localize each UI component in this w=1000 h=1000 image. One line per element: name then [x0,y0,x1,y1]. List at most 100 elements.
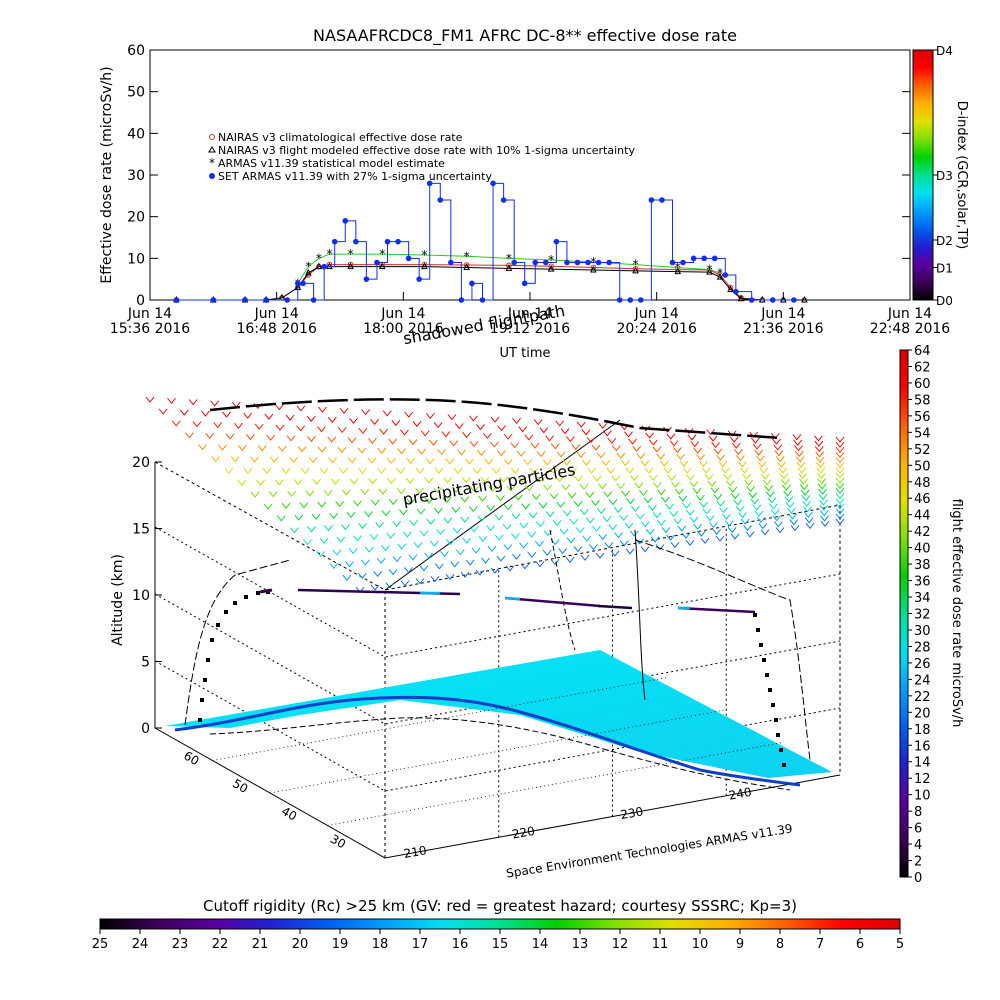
flight-segment [259,588,273,594]
latitude-tick-label: 50 [230,776,250,796]
data-point [722,272,729,278]
data-point [505,264,513,271]
particle-chevrons [276,487,845,522]
dose-x-tick-label-date: Jun 14 [127,306,172,322]
climb-point [200,698,204,702]
data-point [674,267,682,275]
dose-y-tick-label: 20 [127,210,145,226]
descent-point [753,613,757,617]
climb-point [224,610,228,614]
cutoff-tick-label: 20 [292,937,309,952]
cutoff-tick-label: 21 [252,937,269,952]
climb-point [203,678,207,682]
cutoff-rigidity-title: Cutoff rigidity (Rc) >25 km (GV: red = g… [203,897,797,915]
dose-y-tick-label: 60 [127,43,145,59]
legend-marker [208,146,216,153]
dose-colorbar-tick-label: 50 [914,459,931,474]
dose-colorbar-tick-label: 46 [914,492,931,507]
cutoff-rigidity-ticks: 25 24 23 22 21 20 19 18 17 16 15 14 13 12 11 10 9 8 7 6 5 [92,929,904,952]
data-point [479,297,486,303]
d-index-colorbar: D0 D1 D2 D3 D4 D-index (GCR,solar,TP) [912,44,969,308]
descent-point [765,673,769,677]
data-point [733,288,739,295]
data-point [416,276,422,282]
cutoff-tick-label: 16 [452,937,469,952]
dose-colorbar-tick-label: 8 [914,805,922,820]
descent-point [756,628,760,632]
dose-x-tick-label-date: Jun 14 [254,306,299,322]
sheet-flight-trace [209,398,781,440]
cutoff-rigidity-gradient [99,918,901,930]
longitude-tick-label: 210 [403,843,428,861]
particle-chevrons [289,493,845,534]
dose-y-axis-label: Effective dose rate (microSv/h) [99,66,115,283]
flight-segment [677,606,756,614]
cutoff-tick-label: 10 [692,937,709,952]
legend-marker [209,134,215,140]
particle-row [198,444,845,464]
data-point [648,197,655,203]
data-point: * [506,251,512,265]
cutoff-tick-label: 13 [572,937,589,952]
dose-colorbar-tick-label: 48 [914,476,931,491]
shadow-trace-left [184,559,291,726]
particle-chevrons [184,432,845,459]
dose-y-tick-label: 50 [127,85,145,101]
particle-chevrons [224,467,845,475]
data-point [294,280,301,287]
climb-point [206,658,210,662]
dose-colorbar-tick-label: 6 [914,822,922,837]
flight-segment [597,604,633,610]
dose-y-tick-label: 0 [136,293,145,309]
shadowed-flightpath [184,529,811,761]
cutoff-rigidity-colorbar: Cutoff rigidity (Rc) >25 km (GV: red = g… [92,897,904,952]
data-point [632,266,639,274]
longitude-tick-label: 240 [728,785,753,803]
data-point [500,197,507,203]
data-point [448,259,454,266]
data-point [331,238,338,245]
particle-row [184,432,845,459]
cutoff-tick-label: 25 [92,937,109,952]
data-point [310,297,317,303]
dose-colorbar-tick-label: 26 [914,657,931,672]
particle-chevrons [316,503,845,558]
data-point: * [464,249,470,263]
dose-colorbar: 0246810121416182022242628303234363840424… [899,344,964,886]
data-point [421,262,428,270]
dose-colorbar-tick-label: 34 [914,591,931,606]
dose-x-tick-label-date: Jun 14 [760,306,805,322]
data-point: * [548,253,554,267]
dose-x-tick-label-time: 21:36 2016 [743,321,824,337]
particle-row [289,493,845,534]
climb-point [233,601,237,605]
data-point [173,297,180,303]
data-point [511,259,517,266]
flight-segment [504,596,601,608]
dose-chart-title: NASAAFRCDC8_FM1 AFRC DC-8** effective do… [313,26,737,46]
dose-x-tick-label-time: 19:12 2016 [490,321,571,337]
data-point [669,259,676,266]
dose-x-tick-label-time: 20:24 2016 [616,321,697,337]
altitude-ticks: 0 5 10 15 20 [132,455,162,737]
cutoff-tick-label: 22 [212,937,229,952]
dose-colorbar-tick-label: 60 [914,377,931,392]
data-point: * [379,247,385,261]
data-point [769,297,776,303]
longitude-tick-label: 220 [511,824,536,842]
dose-x-tick-label-date: Jun 14 [634,306,679,322]
legend-marker: * [209,156,215,170]
climb-point [256,591,260,595]
credit-label: Space Environment Technologies ARMAS v11… [505,821,793,880]
particle-row [355,518,845,593]
shadow-trace-right-2 [634,529,646,701]
data-point [595,259,602,266]
particle-row [250,477,845,498]
dose-x-tick-label-time: 18:00 2016 [363,321,444,337]
climb-point [198,718,202,722]
descent-point [771,703,775,707]
descent-point [759,643,763,647]
d-index-tick-label: D0 [936,294,953,308]
ocean-surface [165,650,832,778]
